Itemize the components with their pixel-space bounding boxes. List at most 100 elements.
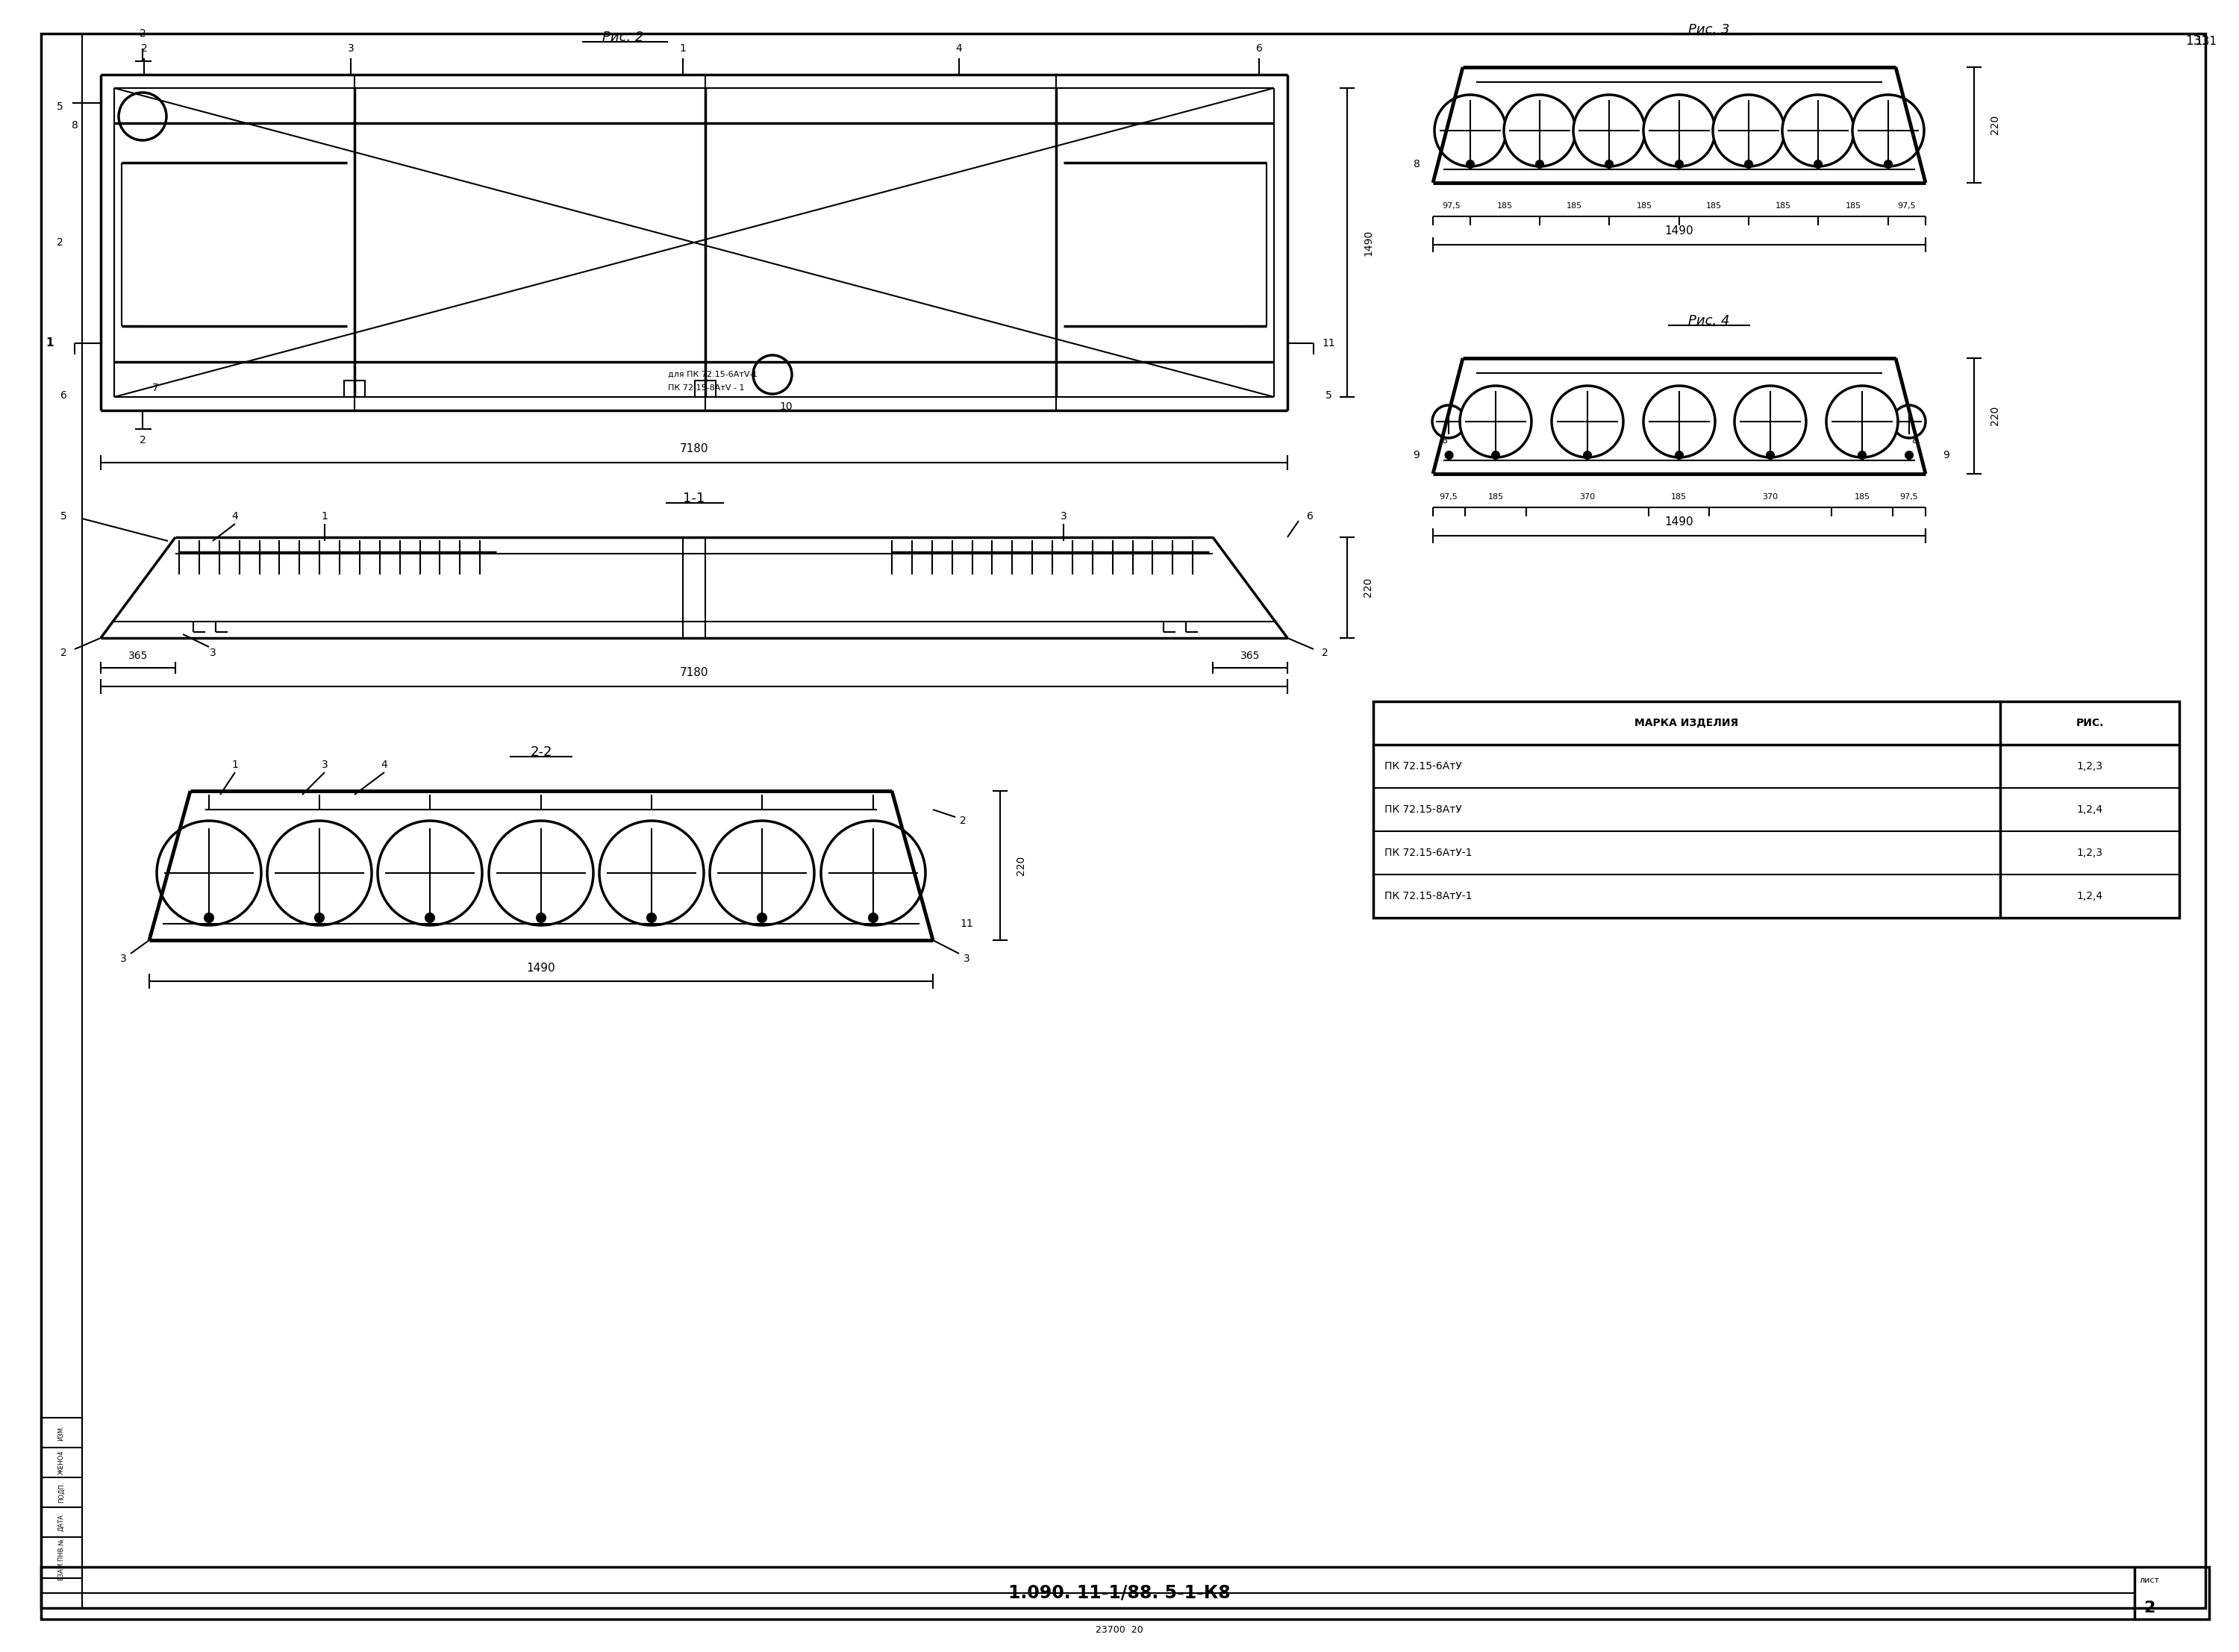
Circle shape [757,914,766,922]
Circle shape [1852,94,1923,167]
Circle shape [1574,94,1646,167]
Text: 1490: 1490 [1666,226,1693,236]
Circle shape [378,821,481,925]
Text: 185: 185 [1670,494,1686,501]
Circle shape [1583,451,1592,459]
Text: 2: 2 [1321,648,1328,657]
Circle shape [1552,387,1623,458]
Text: 7180: 7180 [681,444,708,454]
Text: 6: 6 [1308,510,1312,522]
Text: 2: 2 [139,434,146,446]
Text: ЖЕНО4: ЖЕНО4 [58,1450,65,1475]
Circle shape [822,821,925,925]
Circle shape [425,914,434,922]
Text: 10: 10 [779,401,793,411]
Text: 1,2,3: 1,2,3 [2076,762,2102,771]
Text: 3: 3 [347,43,354,55]
Text: лист: лист [2140,1576,2158,1584]
Circle shape [869,914,878,922]
Text: 2: 2 [56,238,63,248]
Circle shape [1814,160,1823,169]
Text: 11: 11 [961,919,974,928]
Text: 3: 3 [121,953,125,965]
Text: 2-2: 2-2 [531,745,553,758]
Circle shape [1675,160,1684,169]
Text: ПК 72.15-8АтУ: ПК 72.15-8АтУ [1384,805,1462,814]
Circle shape [1905,451,1912,459]
Circle shape [1744,160,1753,169]
Text: 1,2,4: 1,2,4 [2076,805,2102,814]
Text: 97,5: 97,5 [1440,494,1458,501]
Circle shape [710,821,815,925]
Circle shape [1446,451,1453,459]
Text: РИС.: РИС. [2076,719,2105,729]
Text: 5: 5 [1325,390,1332,401]
Text: 6: 6 [1256,43,1263,55]
Text: 2: 2 [60,648,67,657]
Text: 2: 2 [141,43,148,55]
Text: 4: 4 [381,760,387,770]
Circle shape [1892,405,1926,438]
Text: 3: 3 [1061,510,1066,522]
Text: ПОДП.: ПОДП. [58,1482,65,1503]
Circle shape [1735,387,1807,458]
Text: 1: 1 [681,43,685,55]
Text: 5: 5 [56,101,63,112]
Text: 131: 131 [2185,35,2210,48]
Text: 1-1: 1-1 [683,492,705,506]
Circle shape [1505,94,1576,167]
Text: 220: 220 [1364,578,1373,596]
Circle shape [119,93,166,140]
Text: 365: 365 [128,651,148,661]
Circle shape [1827,387,1899,458]
Text: 23700  20: 23700 20 [1095,1626,1144,1635]
Text: 185: 185 [1706,202,1722,210]
Text: 220: 220 [1017,856,1025,876]
Text: 8: 8 [1442,436,1446,444]
Text: 1: 1 [47,337,54,349]
Text: 9: 9 [1943,449,1950,461]
Circle shape [1433,405,1464,438]
Text: 370: 370 [1762,494,1778,501]
Circle shape [1885,160,1892,169]
Text: 220: 220 [1990,406,1999,426]
Text: 4: 4 [233,510,237,522]
Bar [40,1417,83,1578]
Circle shape [1782,94,1854,167]
Text: 1490: 1490 [526,961,555,973]
Text: 185: 185 [1776,202,1791,210]
Text: 185: 185 [1854,494,1870,501]
Circle shape [1605,160,1612,169]
Circle shape [488,821,593,925]
Bar [1373,702,2179,919]
Text: 9: 9 [1413,449,1420,461]
Text: 3: 3 [210,648,215,657]
Circle shape [266,821,372,925]
Text: 1,2,3: 1,2,3 [2076,847,2102,857]
Circle shape [1536,160,1543,169]
Circle shape [157,821,262,925]
Circle shape [1675,451,1684,459]
Circle shape [1713,94,1784,167]
Text: 185: 185 [1845,202,1861,210]
Text: 365: 365 [1240,651,1261,661]
Circle shape [647,914,656,922]
Text: 5: 5 [60,510,67,522]
Circle shape [1467,160,1473,169]
Text: ИЗМ.: ИЗМ. [58,1424,65,1441]
Text: 1: 1 [233,760,237,770]
Text: 97,5: 97,5 [1442,202,1460,210]
Text: 1: 1 [322,510,327,522]
Text: 1,2,4: 1,2,4 [2076,890,2102,902]
Text: 185: 185 [1637,202,1652,210]
Circle shape [1460,387,1531,458]
Circle shape [537,914,546,922]
Text: ПК 72.15-6АтУ-1: ПК 72.15-6АтУ-1 [1384,847,1473,857]
Circle shape [1643,387,1715,458]
Text: 8: 8 [1912,436,1917,444]
Text: ПК 72.15-8АтV - 1: ПК 72.15-8АтV - 1 [667,385,743,392]
Text: ПК 72.15-8АтУ-1: ПК 72.15-8АтУ-1 [1384,890,1473,902]
Text: ДАТА: ДАТА [58,1513,65,1531]
Circle shape [1643,94,1715,167]
Text: 2: 2 [961,816,965,826]
